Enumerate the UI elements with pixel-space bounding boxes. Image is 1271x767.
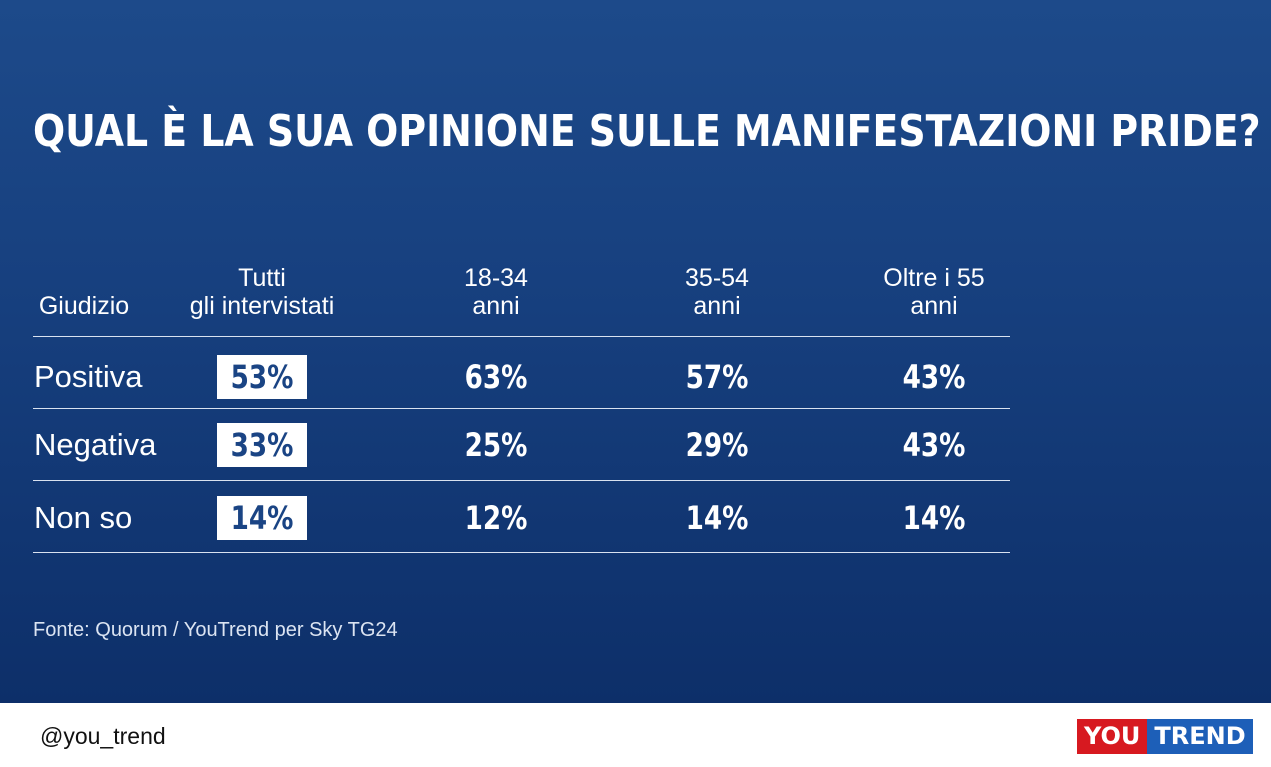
column-header-giudizio: Giudizio [0, 264, 204, 320]
youtrend-logo: YOU TREND [1077, 719, 1253, 754]
value-label: 43% [902, 426, 966, 464]
data-table: Giudizio Tutti gli intervistati 18-34 anni 35… [0, 264, 1054, 553]
value-label: 53% [230, 358, 294, 396]
source-note: Fonte: Quorum / YouTrend per Sky TG24 [33, 619, 398, 641]
column-header-tutti: Tutti gli intervistati [142, 264, 382, 320]
row-divider [33, 408, 1010, 409]
row-label: Negativa [34, 427, 157, 462]
logo-left-text: YOU [1077, 719, 1148, 754]
chart-panel: QUAL È LA SUA OPINIONE SULLE MANIFESTAZI… [0, 0, 1271, 703]
value-label: 14% [685, 499, 749, 537]
value-label: 29% [685, 426, 749, 464]
column-header-line1: Oltre i 55 [883, 264, 985, 292]
highlighted-value-cell: 53% [217, 355, 307, 399]
column-header-line1: 35-54 [685, 264, 749, 292]
column-header-line2: anni [693, 292, 741, 320]
value-label: 14% [230, 499, 294, 537]
column-header-line2: gli intervistati [189, 292, 335, 320]
column-header-18-34: 18-34 anni [376, 264, 616, 320]
social-handle: @you_trend [40, 723, 166, 749]
column-header-line2: anni [910, 292, 958, 320]
footer-bar: @you_trend YOU TREND [0, 703, 1271, 767]
row-label: Positiva [34, 359, 143, 394]
value-label: 33% [230, 426, 294, 464]
value-label: 63% [464, 358, 528, 396]
column-header-line2: anni [472, 292, 520, 320]
chart-title: QUAL È LA SUA OPINIONE SULLE MANIFESTAZI… [33, 106, 1261, 157]
value-label: 25% [464, 426, 528, 464]
column-header-line1: 18-34 [464, 264, 528, 292]
highlighted-value-cell: 33% [217, 423, 307, 467]
value-label: 43% [902, 358, 966, 396]
logo-right-text: TREND [1147, 719, 1253, 754]
highlighted-value-cell: 14% [217, 496, 307, 540]
column-header-line1: Tutti [238, 264, 286, 292]
value-label: 12% [464, 499, 528, 537]
row-divider [33, 480, 1010, 481]
row-label: Non so [34, 500, 133, 535]
column-header-line2: Giudizio [38, 292, 130, 320]
value-label: 57% [685, 358, 749, 396]
column-header-35-54: 35-54 anni [597, 264, 837, 320]
row-divider [33, 552, 1010, 553]
value-label: 14% [902, 499, 966, 537]
column-header-over-55: Oltre i 55 anni [814, 264, 1054, 320]
row-divider [33, 336, 1010, 337]
